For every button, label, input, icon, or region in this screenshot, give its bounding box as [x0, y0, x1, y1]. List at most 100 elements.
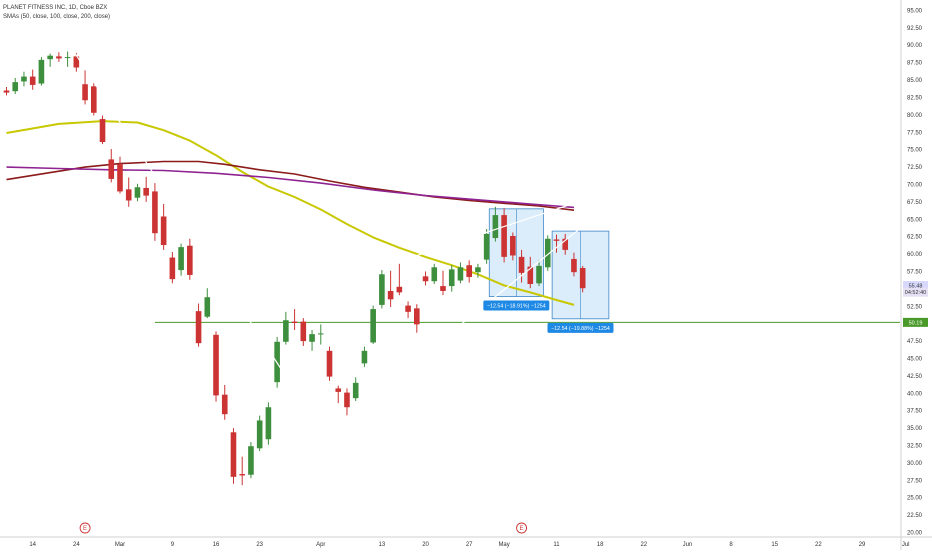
- candle-body[interactable]: [466, 265, 472, 278]
- y-tick-label: 47.50: [907, 339, 923, 345]
- candle-body[interactable]: [326, 350, 333, 377]
- candle-body[interactable]: [344, 392, 350, 408]
- y-tick-label: 27.50: [907, 478, 923, 484]
- x-tick-label: 15: [771, 542, 778, 548]
- candle-body[interactable]: [422, 276, 429, 282]
- candle-body[interactable]: [309, 334, 315, 342]
- candle-body[interactable]: [204, 297, 211, 317]
- measure-label-badge: [547, 322, 614, 333]
- candle-body[interactable]: [579, 268, 586, 289]
- earnings-marker[interactable]: [79, 522, 91, 534]
- candle-body[interactable]: [518, 256, 525, 273]
- candle-body[interactable]: [448, 269, 455, 287]
- measure-label: −12.54 (−19.88%) −1254: [551, 326, 610, 332]
- y-tick-label: 77.50: [907, 130, 923, 136]
- candle-body[interactable]: [379, 274, 385, 305]
- y-tick-label: 75.00: [907, 148, 923, 154]
- y-tick-label: 32.50: [907, 444, 923, 450]
- measure-label: −12.54 (−18.91%) −1254: [487, 304, 546, 310]
- y-tick-label: 92.50: [907, 26, 923, 32]
- candle-body[interactable]: [213, 334, 219, 396]
- candle-body[interactable]: [370, 309, 376, 343]
- candle-body[interactable]: [553, 239, 560, 241]
- candle-body[interactable]: [501, 215, 507, 257]
- earnings-marker[interactable]: [516, 522, 528, 534]
- candle-body[interactable]: [291, 321, 298, 323]
- candle-body[interactable]: [457, 267, 464, 281]
- candle-body[interactable]: [300, 321, 307, 342]
- price-label-badge: [903, 287, 928, 297]
- candle-body[interactable]: [571, 258, 577, 273]
- candle-body[interactable]: [562, 238, 569, 250]
- candle-body[interactable]: [483, 233, 490, 260]
- candle-body[interactable]: [12, 82, 19, 92]
- candle-body[interactable]: [64, 57, 71, 59]
- candle-body[interactable]: [143, 187, 149, 196]
- candle-body[interactable]: [544, 238, 551, 268]
- candle-body[interactable]: [3, 90, 10, 93]
- x-tick-label: Jul: [902, 542, 910, 548]
- y-tick-label: 65.00: [907, 217, 923, 223]
- candle-body[interactable]: [125, 189, 132, 201]
- y-tick-label: 22.50: [907, 513, 923, 519]
- candle-body[interactable]: [536, 265, 542, 284]
- candle-body[interactable]: [527, 266, 534, 285]
- candle-body[interactable]: [221, 394, 228, 415]
- x-tick-label: 13: [379, 542, 386, 548]
- candle-body[interactable]: [73, 56, 80, 68]
- candle-body[interactable]: [29, 76, 36, 85]
- candle-body[interactable]: [82, 84, 88, 101]
- candle-body[interactable]: [361, 350, 368, 364]
- candle-body[interactable]: [134, 187, 141, 198]
- trend-line[interactable]: [276, 202, 575, 303]
- x-tick-label: 11: [553, 542, 560, 548]
- candle-body[interactable]: [335, 388, 342, 392]
- candle-body[interactable]: [152, 191, 158, 234]
- candle-body[interactable]: [387, 290, 394, 300]
- candle-body[interactable]: [431, 267, 438, 282]
- candle-body[interactable]: [47, 55, 53, 60]
- candle-body[interactable]: [405, 305, 411, 312]
- candle-body[interactable]: [239, 474, 246, 476]
- sma-line[interactable]: [6, 166, 575, 209]
- candle-body[interactable]: [195, 311, 202, 344]
- measure-label-badge: [483, 300, 550, 311]
- candle-body[interactable]: [21, 76, 27, 82]
- y-tick-label: 45.00: [907, 356, 923, 362]
- candle-body[interactable]: [440, 286, 446, 291]
- candle-body[interactable]: [248, 446, 254, 475]
- candle-body[interactable]: [283, 320, 289, 342]
- candle-body[interactable]: [230, 432, 237, 477]
- candle-body[interactable]: [317, 333, 324, 335]
- candle-body[interactable]: [475, 267, 481, 273]
- candle-body[interactable]: [160, 216, 167, 246]
- candle-body[interactable]: [38, 59, 45, 84]
- candle-body[interactable]: [99, 119, 106, 143]
- x-tick-label: Apr: [316, 542, 325, 548]
- candle-body[interactable]: [56, 56, 62, 59]
- candle-body[interactable]: [117, 164, 123, 192]
- candle-body[interactable]: [187, 245, 193, 275]
- candle-body[interactable]: [169, 257, 176, 280]
- sma-line[interactable]: [6, 160, 575, 211]
- candle-body[interactable]: [256, 420, 263, 449]
- candle-body[interactable]: [91, 86, 97, 113]
- y-tick-label: 67.50: [907, 200, 923, 206]
- candle-body[interactable]: [510, 235, 516, 256]
- trend-line[interactable]: [71, 48, 370, 504]
- candle-body[interactable]: [108, 159, 115, 179]
- candle-body[interactable]: [396, 286, 403, 293]
- x-tick-label: 16: [213, 542, 220, 548]
- candle-body[interactable]: [352, 382, 359, 399]
- sma-line[interactable]: [6, 120, 575, 306]
- y-tick-label: 60.00: [907, 252, 923, 258]
- y-tick-label: 37.50: [907, 409, 923, 415]
- trend-line[interactable]: [237, 211, 601, 505]
- candle-body[interactable]: [414, 308, 420, 325]
- x-tick-label: 22: [815, 542, 822, 548]
- candle-body[interactable]: [492, 215, 499, 239]
- candle-body[interactable]: [265, 407, 272, 440]
- candle-body[interactable]: [178, 247, 184, 271]
